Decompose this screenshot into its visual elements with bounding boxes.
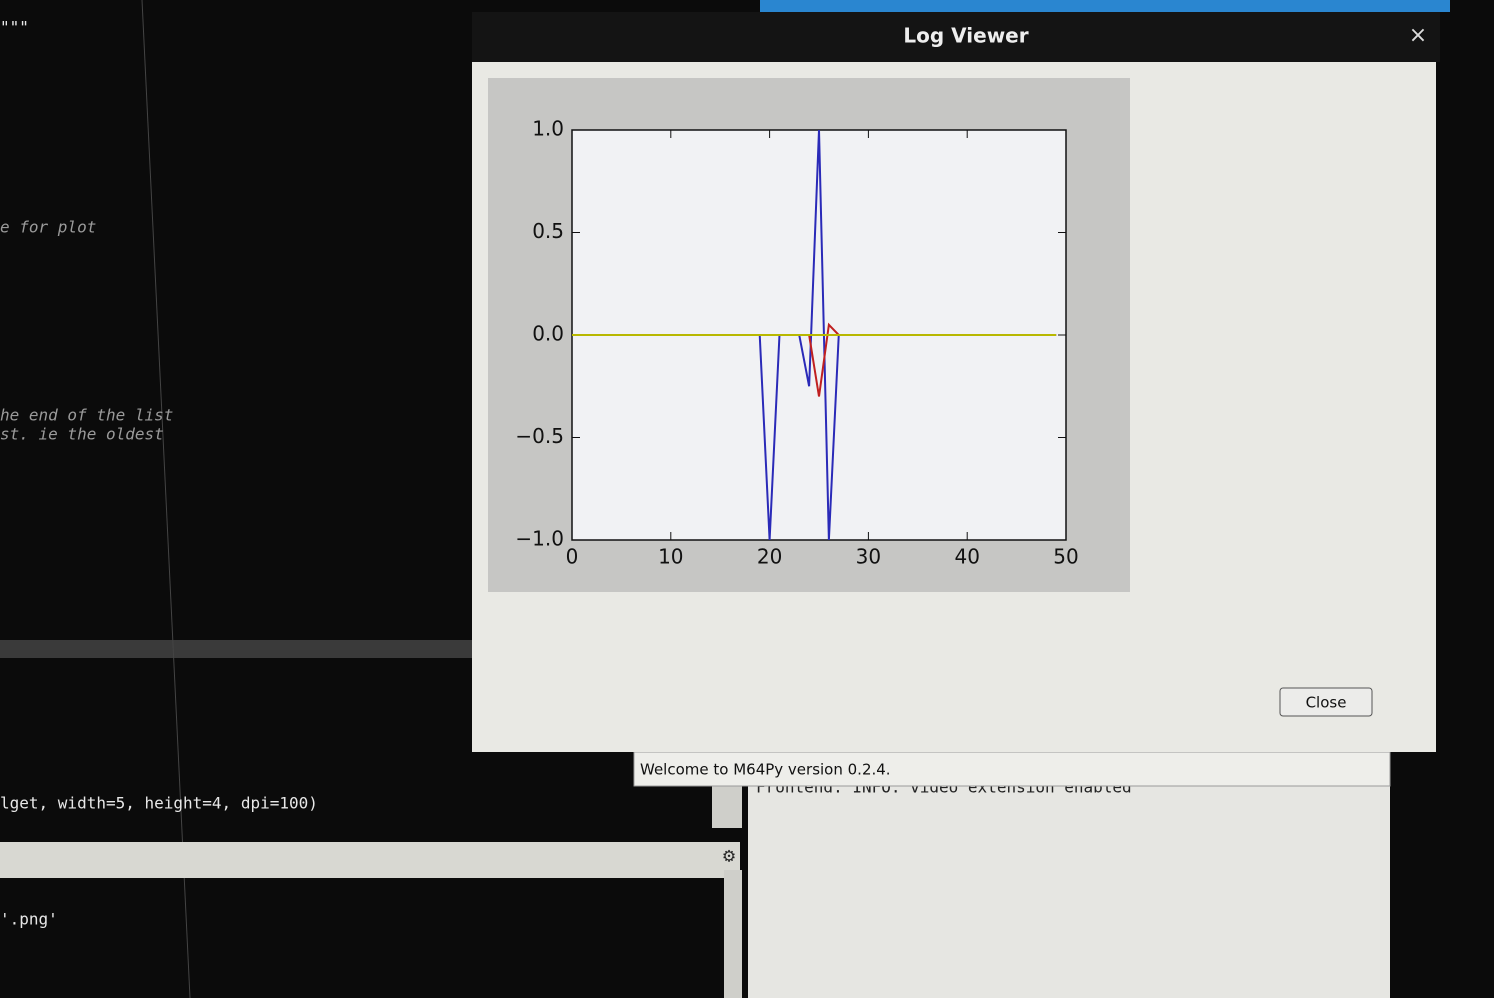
x-tick-label: 20 bbox=[757, 545, 782, 569]
x-tick-label: 50 bbox=[1053, 545, 1078, 569]
close-button[interactable] bbox=[1279, 687, 1373, 717]
background-window bbox=[760, 0, 1450, 12]
log-pane bbox=[748, 786, 1390, 998]
splitter bbox=[0, 640, 480, 658]
x-tick-label: 10 bbox=[658, 545, 683, 569]
y-tick-label: 0.0 bbox=[532, 322, 564, 346]
status-text: Welcome to M64Py version 0.2.4. bbox=[640, 761, 891, 779]
window-close[interactable]: × bbox=[1409, 23, 1427, 48]
y-tick-label: 0.5 bbox=[532, 219, 564, 243]
code-comment: st. ie the oldest bbox=[0, 425, 164, 444]
x-tick-label: 40 bbox=[954, 545, 979, 569]
code-line: lget, width=5, height=4, dpi=100) bbox=[0, 794, 318, 813]
code-comment: e for plot bbox=[0, 218, 96, 237]
scrollbar[interactable] bbox=[712, 786, 742, 828]
y-tick-label: −0.5 bbox=[515, 424, 564, 448]
code-line: '.png' bbox=[0, 910, 58, 929]
panel-bar bbox=[0, 842, 740, 878]
x-tick-label: 0 bbox=[566, 545, 579, 569]
close-button-label[interactable]: Close bbox=[1306, 694, 1347, 712]
window-title: Log Viewer bbox=[903, 24, 1028, 48]
y-tick-label: −1.0 bbox=[515, 527, 564, 551]
x-tick-label: 30 bbox=[856, 545, 881, 569]
title-bar bbox=[472, 12, 1440, 62]
y-tick-label: 1.0 bbox=[532, 117, 564, 141]
settings-icon[interactable]: ⚙ bbox=[722, 847, 736, 866]
code-comment: he end of the list bbox=[0, 406, 173, 425]
status-bar bbox=[633, 751, 1391, 787]
margin-line bbox=[141, 0, 191, 998]
scrollbar[interactable] bbox=[724, 870, 742, 998]
code-line: """ bbox=[0, 18, 29, 37]
